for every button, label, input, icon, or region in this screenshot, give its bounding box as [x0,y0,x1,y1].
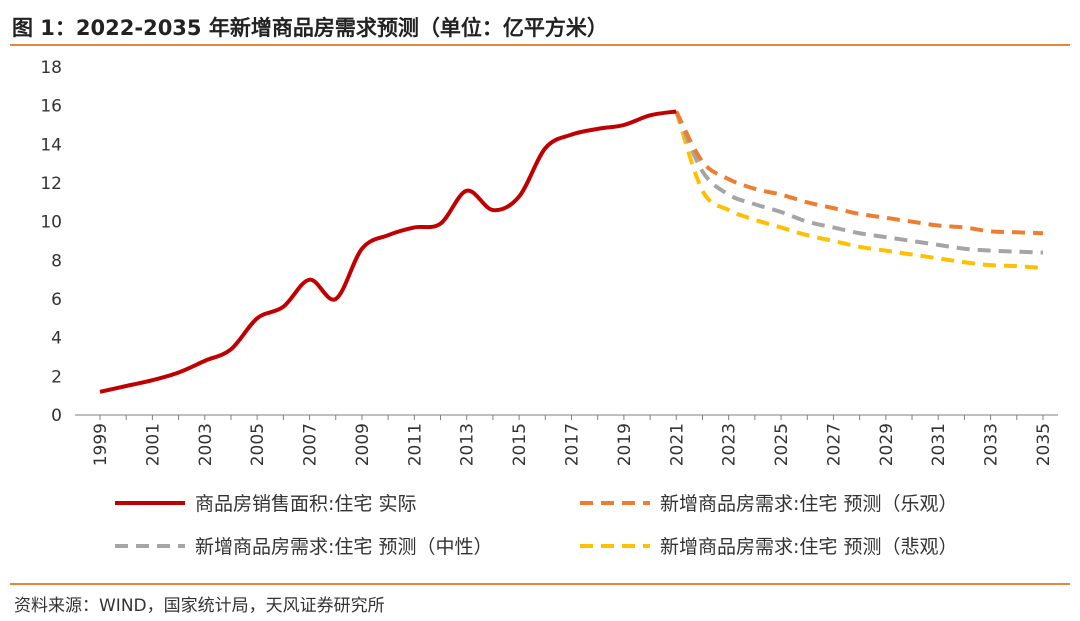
x-tick-label: 2035 [1034,423,1054,466]
x-tick-label: 2025 [772,423,792,466]
x-tick-label: 2019 [615,423,635,466]
legend-actual-label: 商品房销售面积:住宅 实际 [195,493,416,515]
x-tick-label: 2029 [877,423,897,466]
x-tick-label: 2007 [301,423,321,466]
x-tick-label: 2031 [929,423,949,466]
chart-title: 图 1：2022-2035 年新增商品房需求预测（单位：亿平方米） [12,16,608,40]
y-tick-label: 6 [51,290,62,310]
y-tick-label: 8 [51,251,62,271]
x-tick-label: 2015 [510,423,530,466]
x-tick-label: 2011 [405,423,425,466]
x-tick-label: 1999 [91,423,111,466]
x-tick-label: 2033 [982,423,1002,466]
y-tick-label: 4 [51,329,62,349]
x-tick-label: 2001 [143,423,163,466]
y-tick-label: 10 [40,213,62,233]
x-tick-label: 2003 [196,423,216,466]
legend-neutral-label: 新增商品房需求:住宅 预测（中性） [195,536,492,558]
y-tick-label: 12 [40,174,62,194]
source-note: 资料来源：WIND，国家统计局，天风证券研究所 [14,596,385,616]
legend-pessimistic-label: 新增商品房需求:住宅 预测（悲观） [660,536,957,558]
x-tick-label: 2021 [667,423,687,466]
y-tick-label: 0 [51,406,62,426]
line-chart: 0 2 4 6 8 10 12 14 16 18 1999 2001 2003 2005 2007 2009 2… [40,58,1058,558]
y-tick-label: 14 [40,135,62,155]
x-tick-label: 2017 [563,423,583,466]
top-divider [10,44,1070,46]
x-tick-label: 2009 [353,423,373,466]
series-pessimistic-line [674,110,1044,271]
series-actual-line [99,109,677,394]
series-optimistic-line [674,110,1044,236]
y-tick-label: 2 [51,367,62,387]
bottom-divider [10,583,1070,585]
legend-optimistic-label: 新增商品房需求:住宅 预测（乐观） [660,493,957,515]
x-tick-label: 2027 [824,423,844,466]
x-tick-label: 2005 [248,423,268,466]
series-neutral-line [674,110,1044,255]
x-tick-label: 2023 [720,423,740,466]
y-tick-label: 16 [40,97,62,117]
x-tick-label: 2013 [458,423,478,466]
y-tick-label: 18 [40,58,62,78]
